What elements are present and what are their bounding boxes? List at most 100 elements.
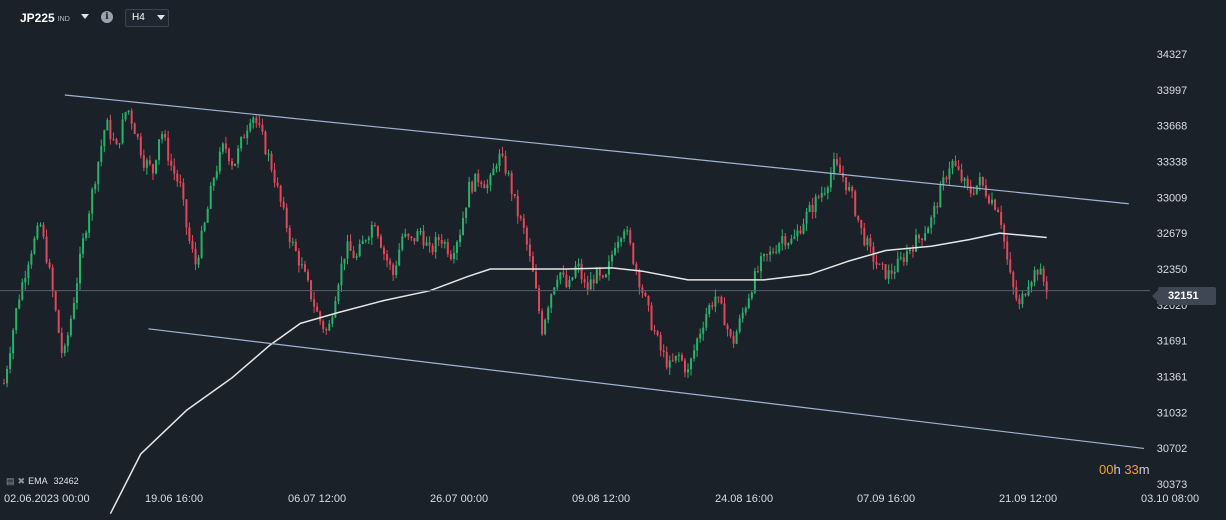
candle-body	[209, 185, 212, 209]
candle	[203, 221, 206, 233]
candle	[346, 234, 349, 265]
candle	[118, 143, 121, 149]
candle	[829, 167, 832, 192]
candle	[541, 308, 544, 337]
candle	[583, 272, 586, 288]
candle	[580, 258, 583, 284]
candle	[896, 251, 899, 273]
candle	[611, 250, 613, 267]
candle	[875, 254, 878, 270]
candle-body	[477, 173, 480, 183]
candle-body	[726, 325, 729, 330]
candle	[884, 264, 887, 280]
candle	[413, 237, 416, 245]
candle	[577, 258, 580, 273]
indicator-remove-icon[interactable]: ✖	[17, 476, 26, 486]
candle	[261, 118, 264, 135]
candle	[522, 214, 525, 235]
candle-body	[680, 354, 683, 361]
candle	[21, 278, 24, 301]
candle-body	[185, 199, 188, 228]
candle-body	[662, 350, 665, 352]
candle	[528, 238, 531, 262]
candle-body	[857, 215, 860, 220]
candle-body	[139, 136, 142, 156]
candle	[556, 275, 559, 291]
candle	[735, 329, 738, 345]
candle	[656, 329, 659, 337]
y-tick-label: 33668	[1157, 121, 1188, 133]
candle	[680, 352, 683, 362]
candle	[802, 218, 805, 235]
candle	[699, 328, 702, 343]
candle-body	[39, 224, 42, 226]
candle-body	[465, 207, 468, 219]
ema-line	[109, 232, 1047, 515]
candle	[191, 235, 194, 253]
timeframe-dropdown-caret-icon[interactable]	[157, 15, 165, 20]
candle	[379, 233, 382, 249]
candle	[592, 274, 595, 291]
candle	[963, 177, 966, 189]
candle-body	[696, 338, 699, 351]
candle-body	[656, 331, 659, 336]
candle-body	[106, 120, 109, 131]
candle-body	[57, 310, 60, 333]
info-icon[interactable]: i	[101, 11, 113, 23]
candle	[66, 332, 69, 353]
y-tick-label: 33338	[1157, 157, 1188, 169]
candle	[170, 153, 173, 171]
candle	[358, 239, 361, 258]
candle-body	[957, 165, 960, 170]
candle	[933, 201, 936, 225]
candle-body	[516, 195, 519, 217]
candle	[741, 307, 744, 323]
candle	[212, 176, 215, 191]
candle-body	[978, 177, 981, 186]
current-price-label: 32151	[1152, 287, 1216, 305]
candle	[854, 189, 857, 217]
candle-body	[693, 350, 696, 359]
indicator-legend[interactable]: ▤ ✖ EMA 32462	[6, 476, 79, 487]
candle-body	[781, 236, 784, 244]
candle	[288, 225, 291, 249]
symbol-dropdown-caret-icon[interactable]	[81, 14, 89, 19]
candle-body	[468, 181, 471, 208]
candle	[565, 269, 568, 289]
symbol-selector[interactable]: JP225 IND	[20, 11, 70, 25]
candle	[246, 125, 249, 145]
candle-body	[969, 186, 972, 194]
candle-body	[541, 311, 544, 335]
candle-body	[176, 173, 179, 182]
candle-body	[12, 330, 15, 354]
candle	[902, 253, 905, 267]
candle	[328, 319, 331, 332]
candle	[69, 315, 72, 338]
candle-body	[504, 155, 507, 174]
candle	[24, 270, 27, 290]
candle	[677, 352, 680, 363]
candle-body	[811, 204, 814, 213]
candle	[705, 307, 708, 331]
candle-body	[714, 296, 717, 307]
candle-body	[303, 264, 306, 272]
candle-body	[601, 275, 604, 278]
candle-body	[6, 368, 9, 384]
candle-body	[921, 238, 924, 241]
candle-body	[975, 185, 978, 194]
timeframe-selector[interactable]: H4	[125, 9, 169, 27]
trend-line	[64, 94, 1129, 205]
indicator-settings-icon[interactable]: ▤	[6, 476, 15, 486]
candle	[303, 260, 306, 273]
candle-body	[729, 329, 732, 336]
candles-layer	[3, 108, 1048, 388]
candle-body	[270, 153, 273, 170]
candle-body	[604, 274, 607, 278]
candle-body	[288, 228, 291, 243]
candle-body	[595, 268, 598, 284]
candle-body	[744, 307, 747, 313]
candle	[507, 170, 510, 177]
candle-body	[294, 241, 297, 252]
